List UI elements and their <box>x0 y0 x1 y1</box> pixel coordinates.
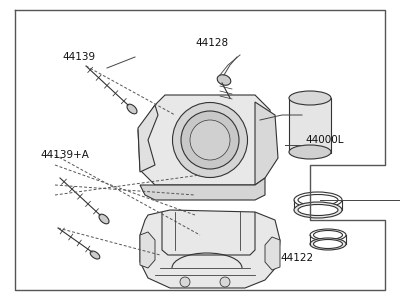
Ellipse shape <box>294 202 342 218</box>
Text: 44139+A: 44139+A <box>40 150 89 160</box>
Polygon shape <box>140 178 265 200</box>
Ellipse shape <box>298 205 338 215</box>
Circle shape <box>220 277 230 287</box>
Ellipse shape <box>127 104 137 114</box>
Ellipse shape <box>314 239 342 248</box>
Polygon shape <box>140 232 155 268</box>
Polygon shape <box>255 102 278 185</box>
Circle shape <box>180 277 190 287</box>
Polygon shape <box>138 95 275 185</box>
Polygon shape <box>265 237 280 270</box>
Ellipse shape <box>190 120 230 160</box>
Text: 44000L: 44000L <box>305 135 344 145</box>
Text: 44122: 44122 <box>280 253 313 263</box>
Ellipse shape <box>289 145 331 159</box>
Ellipse shape <box>172 103 248 178</box>
Text: 44139: 44139 <box>62 52 95 62</box>
Polygon shape <box>138 105 158 172</box>
Ellipse shape <box>289 91 331 105</box>
Ellipse shape <box>217 75 231 85</box>
Ellipse shape <box>90 251 100 259</box>
Ellipse shape <box>310 238 346 250</box>
Bar <box>289 98 331 153</box>
Ellipse shape <box>181 111 239 169</box>
Ellipse shape <box>314 230 342 239</box>
Ellipse shape <box>298 194 338 206</box>
Polygon shape <box>140 210 280 288</box>
Ellipse shape <box>99 214 109 224</box>
Text: 44128: 44128 <box>195 38 228 48</box>
